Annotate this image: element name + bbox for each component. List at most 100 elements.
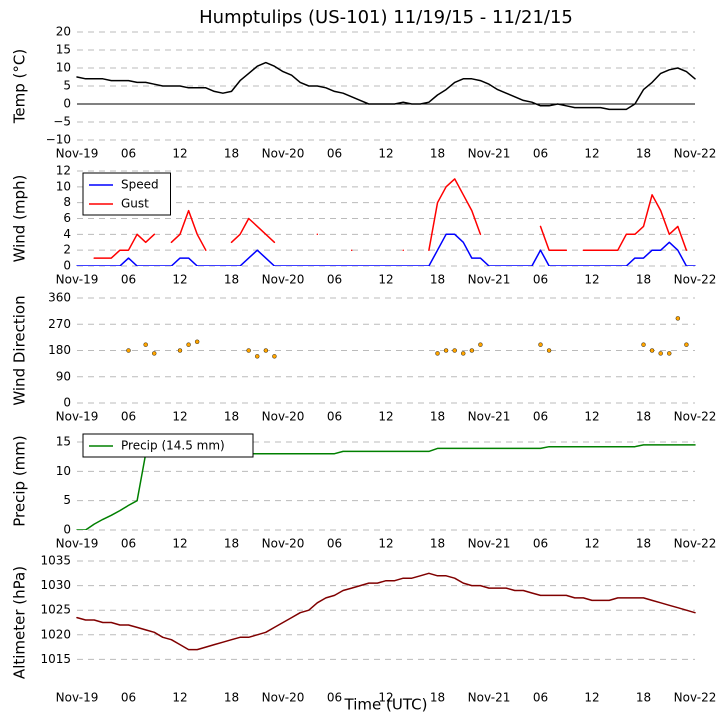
- y-tick-label: 10: [56, 61, 71, 75]
- point: [461, 351, 466, 356]
- x-tick-label: Nov-21: [468, 273, 511, 287]
- x-tick-label: 12: [584, 273, 599, 287]
- y-tick-label: 10: [56, 179, 71, 193]
- y-tick-label: 1020: [40, 627, 71, 641]
- x-tick-label: 06: [533, 691, 548, 705]
- y-tick-label: 2: [63, 243, 71, 257]
- line: [76, 61, 696, 111]
- x-tick-label: 18: [430, 147, 445, 161]
- y-tick-label: 8: [63, 195, 71, 209]
- chart-title: Humptulips (US-101) 11/19/15 - 11/21/15: [199, 7, 573, 28]
- x-tick-label: 06: [121, 410, 136, 424]
- y-tick-label: 0: [63, 97, 71, 111]
- point: [246, 348, 251, 353]
- x-tick-label: 06: [327, 273, 342, 287]
- y-tick-label: 15: [56, 434, 71, 448]
- y-tick-label: 90: [56, 369, 71, 383]
- point: [443, 348, 449, 353]
- x-tick-label: Nov-22: [674, 147, 717, 161]
- y-tick-label: 180: [48, 343, 71, 357]
- x-tick-label: Nov-20: [262, 537, 305, 551]
- y-tick-label: 12: [56, 164, 71, 178]
- y-axis-label: Temp (°C): [11, 49, 29, 124]
- point: [126, 348, 131, 353]
- y-axis-label: Wind Direction: [11, 295, 29, 405]
- x-tick-label: 06: [533, 410, 548, 424]
- point: [263, 348, 269, 353]
- point: [194, 339, 200, 344]
- x-tick-label: 18: [636, 410, 651, 424]
- y-tick-label: 0: [63, 396, 71, 410]
- x-tick-label: 12: [584, 691, 599, 705]
- x-tick-label: 12: [172, 273, 187, 287]
- y-tick-label: 1015: [40, 652, 71, 666]
- x-tick-label: 18: [430, 273, 445, 287]
- point: [469, 348, 475, 353]
- x-tick-label: Nov-21: [468, 537, 511, 551]
- point: [649, 348, 655, 353]
- point: [478, 342, 483, 347]
- point: [546, 348, 552, 353]
- x-tick-label: Nov-20: [262, 691, 305, 705]
- y-tick-label: 5: [63, 493, 71, 507]
- point: [255, 354, 260, 359]
- x-tick-label: 06: [327, 537, 342, 551]
- point: [272, 354, 277, 359]
- x-tick-label: 12: [584, 537, 599, 551]
- y-tick-label: 0: [63, 523, 71, 537]
- point: [152, 351, 157, 356]
- y-tick-label: 15: [56, 43, 71, 57]
- x-tick-label: 06: [533, 147, 548, 161]
- x-tick-label: 18: [636, 691, 651, 705]
- y-tick-label: 4: [63, 227, 71, 241]
- legend-box: [82, 433, 254, 458]
- legend-box: [82, 172, 171, 216]
- x-tick-label: Nov-21: [468, 691, 511, 705]
- x-tick-label: 06: [327, 147, 342, 161]
- x-tick-label: Nov-20: [262, 147, 305, 161]
- line: [76, 572, 696, 651]
- point: [452, 348, 457, 353]
- x-tick-label: Nov-19: [56, 537, 99, 551]
- x-tick-label: 12: [172, 147, 187, 161]
- x-tick-label: 12: [172, 410, 187, 424]
- point: [186, 342, 191, 347]
- y-tick-label: 0: [63, 259, 71, 273]
- point: [641, 342, 646, 347]
- x-tick-label: 12: [378, 147, 393, 161]
- y-tick-label: 10: [56, 464, 71, 478]
- x-tick-label: 06: [121, 273, 136, 287]
- y-tick-label: 5: [63, 79, 71, 93]
- y-tick-label: −5: [53, 115, 71, 129]
- x-tick-label: Nov-22: [674, 273, 717, 287]
- y-axis-label: Wind (mph): [11, 175, 29, 263]
- legend-label: Precip (14.5 mm): [121, 439, 225, 453]
- x-tick-label: Nov-19: [56, 273, 99, 287]
- x-tick-label: Nov-19: [56, 691, 99, 705]
- x-tick-label: 06: [533, 537, 548, 551]
- line: [76, 233, 696, 266]
- y-tick-label: −10: [46, 133, 71, 147]
- x-axis-label: Time (UTC): [344, 696, 428, 714]
- x-tick-label: 18: [430, 691, 445, 705]
- x-tick-label: 12: [584, 410, 599, 424]
- y-tick-label: 270: [48, 317, 71, 331]
- legend-label: Speed: [121, 178, 159, 192]
- point: [143, 342, 148, 347]
- point: [684, 342, 689, 347]
- x-tick-label: Nov-20: [262, 273, 305, 287]
- x-tick-label: 18: [224, 410, 239, 424]
- x-tick-label: 12: [378, 410, 393, 424]
- x-tick-label: Nov-22: [674, 537, 717, 551]
- x-tick-label: 06: [533, 273, 548, 287]
- x-tick-label: Nov-19: [56, 410, 99, 424]
- x-tick-label: Nov-22: [674, 691, 717, 705]
- y-tick-label: 1025: [40, 603, 71, 617]
- x-tick-label: Nov-21: [468, 410, 511, 424]
- line: [93, 178, 688, 259]
- x-tick-label: 18: [430, 537, 445, 551]
- x-tick-label: 06: [327, 691, 342, 705]
- point: [435, 351, 440, 356]
- y-tick-label: 6: [63, 211, 71, 225]
- x-tick-label: Nov-20: [262, 410, 305, 424]
